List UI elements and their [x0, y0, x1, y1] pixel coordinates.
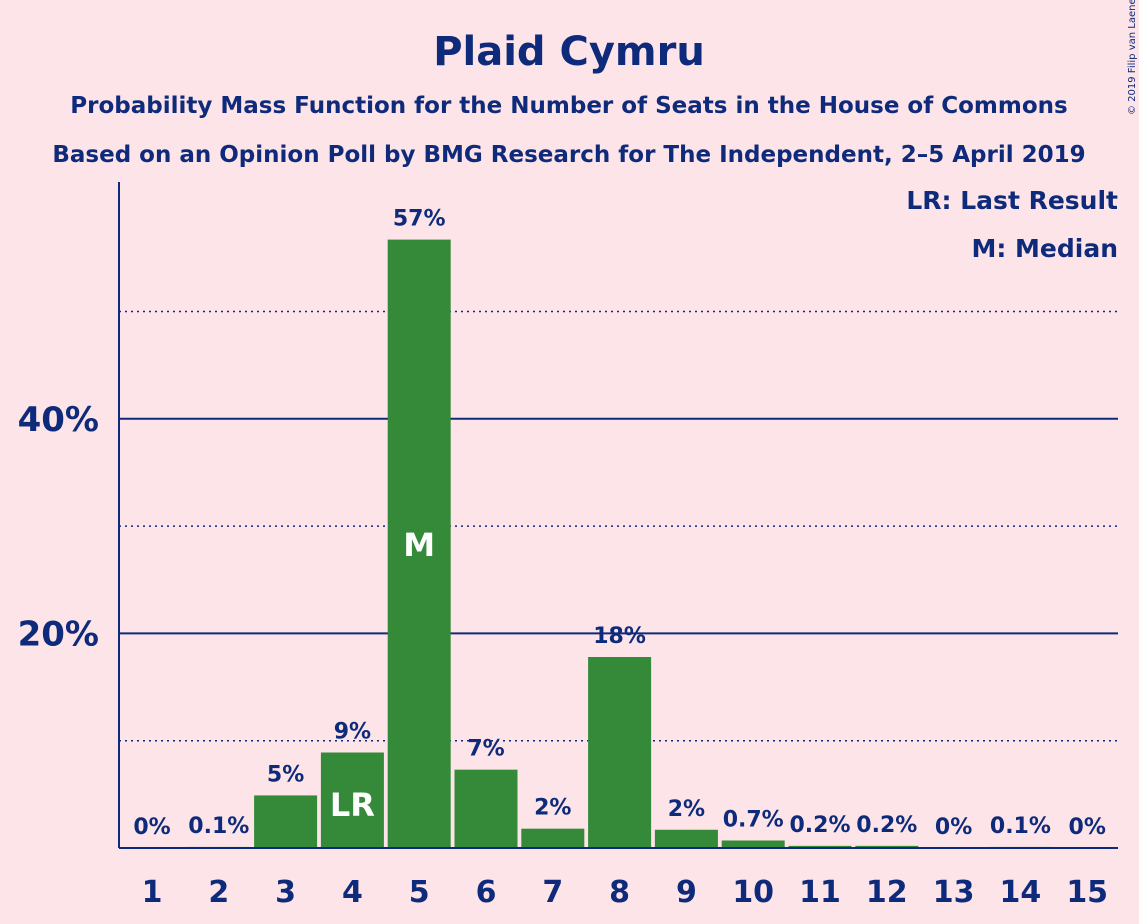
bar — [521, 828, 585, 848]
x-tick-label: 5 — [409, 875, 430, 910]
data-label: 0.1% — [990, 814, 1051, 839]
x-tick-label: 12 — [866, 875, 908, 910]
data-label: 0% — [133, 815, 170, 840]
data-label: 7% — [467, 737, 504, 762]
x-tick-label: 10 — [732, 875, 774, 910]
data-label: 18% — [593, 624, 646, 649]
x-tick-label: 9 — [676, 875, 697, 910]
chart-subtitle-2: Based on an Opinion Poll by BMG Research… — [52, 142, 1085, 168]
copyright-notice: © 2019 Filip van Laenen — [1127, 0, 1138, 115]
data-label: 5% — [267, 762, 304, 787]
y-tick-label: 40% — [18, 400, 99, 440]
median-marker: M — [403, 526, 435, 564]
legend-last-result: LR: Last Result — [906, 186, 1118, 215]
data-label: 0.2% — [789, 813, 850, 838]
chart-title: Plaid Cymru — [433, 29, 705, 75]
data-label: 2% — [668, 797, 705, 822]
data-label: 0.2% — [856, 813, 917, 838]
bar — [320, 752, 384, 848]
x-tick-label: 6 — [476, 875, 497, 910]
x-tick-label: 11 — [799, 875, 841, 910]
x-tick-label: 15 — [1066, 875, 1108, 910]
x-tick-label: 2 — [208, 875, 229, 910]
data-label: 0.7% — [723, 807, 784, 832]
x-tick-label: 14 — [1000, 875, 1042, 910]
data-label: 57% — [393, 207, 446, 232]
data-label: 0% — [935, 815, 972, 840]
bar — [721, 840, 785, 848]
legend-median: M: Median — [971, 234, 1118, 263]
axes: 20%40%1 2 3 4 5 6 7 8 9 10 11 12 13 14 15 — [18, 182, 1118, 910]
data-label: 0.1% — [188, 814, 249, 839]
bar — [788, 845, 852, 848]
x-tick-label: 8 — [609, 875, 630, 910]
x-tick-label: 7 — [542, 875, 563, 910]
bar — [387, 239, 451, 848]
x-tick-label: 3 — [275, 875, 296, 910]
data-label: 0% — [1069, 815, 1106, 840]
bar — [588, 657, 652, 848]
data-label: 9% — [334, 720, 371, 745]
bar — [454, 769, 518, 848]
x-tick-label: 13 — [933, 875, 975, 910]
data-label: 2% — [534, 796, 571, 821]
bar — [855, 845, 919, 848]
chart-subtitle-1: Probability Mass Function for the Number… — [70, 93, 1067, 119]
last-result-marker: LR — [330, 786, 375, 824]
bar — [654, 829, 718, 848]
y-tick-label: 20% — [18, 614, 99, 654]
bar — [254, 795, 318, 848]
x-tick-label: 4 — [342, 875, 363, 910]
x-tick-label: 1 — [142, 875, 163, 910]
